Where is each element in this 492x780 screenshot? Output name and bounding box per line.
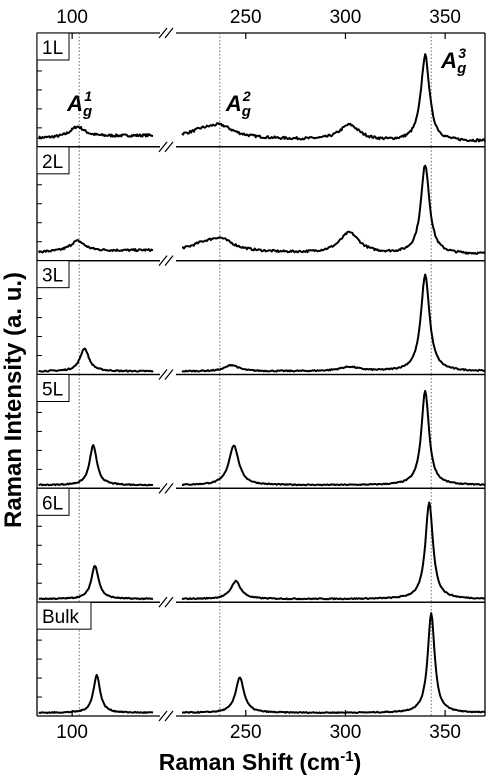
x-tick-label-bottom: 300 [330, 722, 362, 743]
x-tick-label-top: 300 [330, 7, 362, 28]
peak-label-sup: 3 [458, 45, 466, 61]
panel-6l: 6L [36, 487, 486, 608]
panel-label-box [36, 374, 70, 402]
panel-bulk: Bulk [36, 601, 486, 722]
x-axis-label-end: ) [354, 749, 362, 775]
x-tick-label-top: 100 [56, 7, 88, 28]
panel-5l: 5L [36, 373, 486, 494]
panel-label: 6L [42, 493, 63, 514]
series-line-5l [38, 389, 486, 487]
panel-label-box [36, 487, 70, 516]
y-axis-label: Raman Intensity (a. u.) [0, 272, 27, 528]
panel-label: 5L [42, 380, 63, 401]
x-tick-label-top: 350 [429, 7, 461, 28]
series-line-2l [37, 164, 486, 255]
x-axis-label-sup: -1 [340, 748, 353, 765]
series-line-bulk [38, 612, 486, 715]
x-axis-label-text: Raman Shift (cm [159, 749, 340, 775]
axes: 100 100 250 250 300 300 350 350 [56, 7, 461, 743]
axis-break-mark [164, 482, 174, 494]
peak-label-a2: Ag2 [225, 88, 251, 120]
peak-label-main: A [225, 91, 242, 116]
x-tick-label-bottom: 250 [230, 722, 262, 743]
axis-break-mark [158, 369, 168, 380]
panel-1l: 1L [36, 32, 486, 153]
panel-label: 3L [42, 266, 63, 287]
axis-break-mark [158, 27, 168, 39]
panel-label: 1L [42, 38, 63, 59]
panel-label-box [36, 601, 92, 630]
peak-label-sup: 2 [242, 88, 251, 104]
peak-label-a1: Ag1 [66, 88, 92, 120]
axis-break-mark [158, 710, 168, 722]
axis-break-mark [164, 710, 174, 722]
axis-break-mark [164, 27, 174, 39]
panel-3l: 3L [36, 260, 486, 380]
x-axis-label: Raman Shift (cm-1) [159, 748, 362, 775]
series-line-1l [37, 53, 486, 143]
panel-label: 2L [42, 152, 63, 173]
panel-label-box [36, 260, 70, 289]
peak-label-sup: 1 [84, 88, 92, 104]
axis-break-mark [164, 255, 174, 267]
peak-label-sub: g [456, 60, 466, 77]
peak-label-main: A [66, 91, 83, 116]
panel-label-box [36, 146, 70, 175]
axis-break-mark [158, 596, 168, 608]
x-tick-label-top: 250 [230, 7, 262, 28]
panel-2l: 2L [36, 146, 486, 267]
axis-break-mark [158, 141, 168, 153]
x-tick-label-bottom: 100 [56, 722, 88, 743]
panel-label: Bulk [42, 607, 79, 628]
series-line-3l [38, 273, 486, 373]
axis-break-mark [164, 596, 174, 608]
axis-break-mark [158, 482, 168, 494]
axis-break-mark [164, 369, 174, 380]
peak-label-a3: Ag3 [440, 45, 466, 77]
x-tick-label-bottom: 350 [429, 722, 461, 743]
peak-label-sub: g [241, 103, 251, 120]
series-line-6l [38, 501, 486, 601]
peak-label-sub: g [82, 103, 92, 120]
peak-label-main: A [440, 48, 457, 73]
axis-break-mark [164, 141, 174, 153]
axis-break-mark [158, 255, 168, 267]
panel-label-box [36, 32, 70, 61]
